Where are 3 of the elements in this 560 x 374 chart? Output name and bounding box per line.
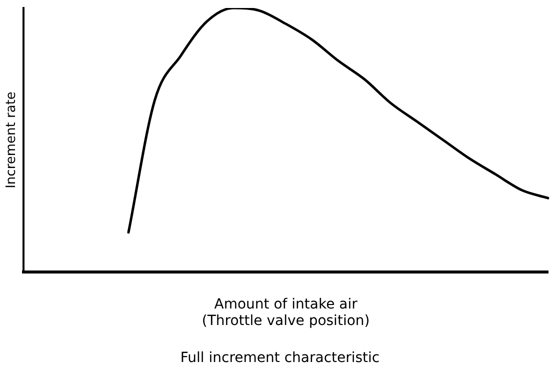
y-axis-title: Increment rate xyxy=(4,92,20,188)
x-axis-title: Amount of intake air (Throttle valve position) xyxy=(202,296,370,330)
text: Full increment characteristic xyxy=(180,350,380,366)
